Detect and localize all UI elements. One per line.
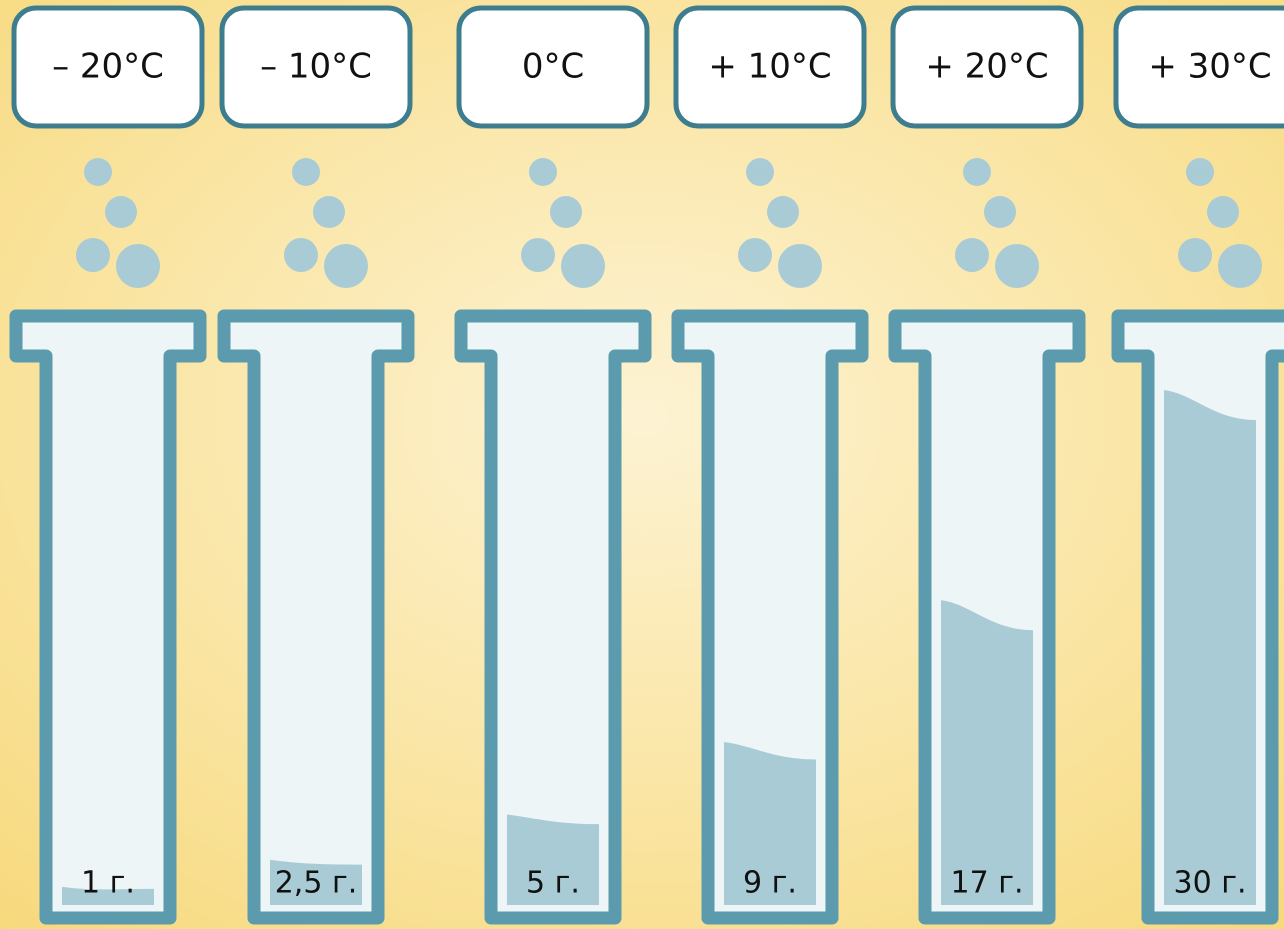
bubble xyxy=(313,196,345,228)
value-label: 9 г. xyxy=(743,866,797,901)
bubble xyxy=(521,238,555,272)
bubble xyxy=(746,158,774,186)
temperature-label: 0°C xyxy=(522,47,584,87)
liquid xyxy=(724,742,816,905)
temperature-box xyxy=(890,5,1084,129)
value-label: 30 г. xyxy=(1173,866,1246,901)
liquid xyxy=(270,859,362,905)
bubble xyxy=(738,238,772,272)
bubble xyxy=(1207,196,1239,228)
temperature-label: + 10°C xyxy=(708,47,831,87)
bubble xyxy=(1178,238,1212,272)
test-tube xyxy=(9,309,207,925)
bubble xyxy=(1218,244,1262,288)
bubble xyxy=(963,158,991,186)
bubble xyxy=(1186,158,1214,186)
test-tube xyxy=(217,309,415,925)
bubble xyxy=(324,244,368,288)
liquid xyxy=(507,814,599,905)
bubble xyxy=(284,238,318,272)
temperature-label: – 20°C xyxy=(52,47,164,87)
temperature-box xyxy=(1113,5,1284,129)
bubble xyxy=(767,196,799,228)
temperature-label: + 30°C xyxy=(1148,47,1271,87)
bubble xyxy=(105,196,137,228)
bubble xyxy=(778,244,822,288)
temperature-box xyxy=(456,5,650,129)
bubble xyxy=(550,196,582,228)
temperature-label: + 20°C xyxy=(925,47,1048,87)
test-tube xyxy=(454,309,652,925)
bubble xyxy=(529,158,557,186)
bubble xyxy=(561,244,605,288)
value-label: 5 г. xyxy=(526,866,580,901)
temperature-box xyxy=(11,5,205,129)
liquid xyxy=(1164,390,1256,905)
bubble xyxy=(76,238,110,272)
bubble xyxy=(84,158,112,186)
liquid xyxy=(941,600,1033,905)
bubble xyxy=(116,244,160,288)
bubble xyxy=(995,244,1039,288)
temperature-box xyxy=(673,5,867,129)
value-label: 17 г. xyxy=(950,866,1023,901)
bubble xyxy=(984,196,1016,228)
liquid xyxy=(62,886,154,905)
bubble xyxy=(292,158,320,186)
value-label: 1 г. xyxy=(81,866,135,901)
bubble xyxy=(955,238,989,272)
temperature-box xyxy=(219,5,413,129)
temperature-label: – 10°C xyxy=(260,47,372,87)
value-label: 2,5 г. xyxy=(275,866,358,901)
